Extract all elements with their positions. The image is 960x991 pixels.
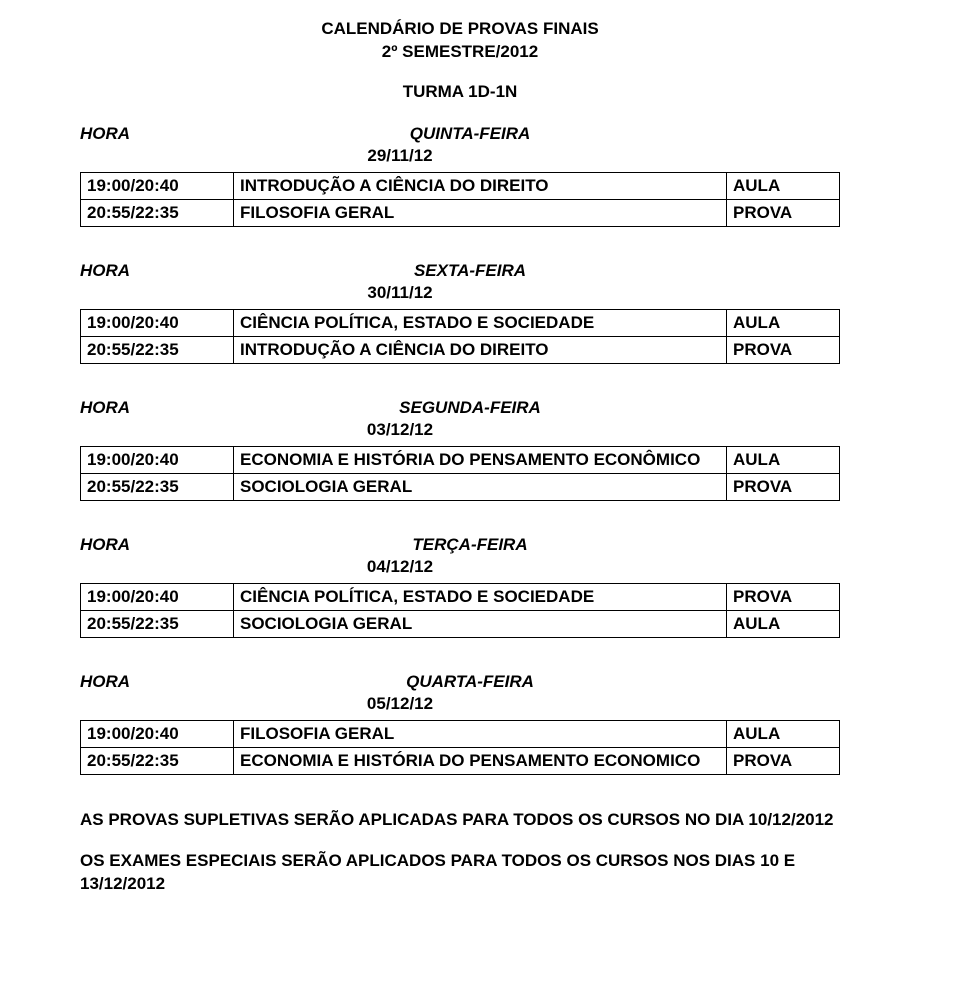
cell-time: 19:00/20:40: [81, 446, 234, 473]
cell-kind: PROVA: [727, 473, 840, 500]
schedule-table: 19:00/20:40CIÊNCIA POLÍTICA, ESTADO E SO…: [80, 583, 840, 638]
cell-time: 19:00/20:40: [81, 720, 234, 747]
table-row: 19:00/20:40FILOSOFIA GERALAULA: [81, 720, 840, 747]
table-row: 19:00/20:40ECONOMIA E HISTÓRIA DO PENSAM…: [81, 446, 840, 473]
day-label: SEGUNDA-FEIRA: [220, 398, 840, 418]
hora-label: HORA: [80, 261, 220, 281]
table-row: 20:55/22:35SOCIOLOGIA GERALAULA: [81, 610, 840, 637]
hora-label: HORA: [80, 672, 220, 692]
cell-kind: PROVA: [727, 336, 840, 363]
schedule-table: 19:00/20:40FILOSOFIA GERALAULA20:55/22:3…: [80, 720, 840, 775]
cell-time: 20:55/22:35: [81, 473, 234, 500]
schedule-block: HORASEGUNDA-FEIRA03/12/12 19:00/20:40ECON…: [80, 398, 840, 501]
table-row: 19:00/20:40CIÊNCIA POLÍTICA, ESTADO E SO…: [81, 309, 840, 336]
cell-kind: AULA: [727, 309, 840, 336]
schedule-block: HORASEXTA-FEIRA30/11/12 19:00/20:40CIÊNCI…: [80, 261, 840, 364]
day-label: QUARTA-FEIRA: [220, 672, 840, 692]
day-label: SEXTA-FEIRA: [220, 261, 840, 281]
cell-time: 19:00/20:40: [81, 172, 234, 199]
day-date: 30/11/12: [80, 283, 840, 303]
cell-subject: INTRODUÇÃO A CIÊNCIA DO DIREITO: [234, 336, 727, 363]
day-header: HORAQUINTA-FEIRA: [80, 124, 840, 144]
schedule-block: HORAQUARTA-FEIRA05/12/12 19:00/20:40FILOS…: [80, 672, 840, 775]
cell-time: 20:55/22:35: [81, 747, 234, 774]
table-row: 20:55/22:35INTRODUÇÃO A CIÊNCIA DO DIREI…: [81, 336, 840, 363]
table-row: 19:00/20:40CIÊNCIA POLÍTICA, ESTADO E SO…: [81, 583, 840, 610]
table-row: 20:55/22:35SOCIOLOGIA GERALPROVA: [81, 473, 840, 500]
hora-label: HORA: [80, 535, 220, 555]
cell-time: 20:55/22:35: [81, 199, 234, 226]
day-label: QUINTA-FEIRA: [220, 124, 840, 144]
footer: AS PROVAS SUPLETIVAS SERÃO APLICADAS PAR…: [80, 809, 840, 896]
cell-kind: AULA: [727, 720, 840, 747]
cell-subject: ECONOMIA E HISTÓRIA DO PENSAMENTO ECONÔM…: [234, 446, 727, 473]
table-row: 20:55/22:35ECONOMIA E HISTÓRIA DO PENSAM…: [81, 747, 840, 774]
cell-time: 20:55/22:35: [81, 336, 234, 363]
cell-time: 20:55/22:35: [81, 610, 234, 637]
schedule-blocks: HORAQUINTA-FEIRA29/11/1219:00/20:40INTRO…: [80, 124, 840, 775]
cell-subject: CIÊNCIA POLÍTICA, ESTADO E SOCIEDADE: [234, 309, 727, 336]
schedule-table: 19:00/20:40CIÊNCIA POLÍTICA, ESTADO E SO…: [80, 309, 840, 364]
cell-subject: SOCIOLOGIA GERAL: [234, 610, 727, 637]
cell-subject: INTRODUÇÃO A CIÊNCIA DO DIREITO: [234, 172, 727, 199]
cell-subject: CIÊNCIA POLÍTICA, ESTADO E SOCIEDADE: [234, 583, 727, 610]
day-date: 29/11/12: [80, 146, 840, 166]
cell-kind: AULA: [727, 172, 840, 199]
cell-kind: PROVA: [727, 199, 840, 226]
table-row: 19:00/20:40INTRODUÇÃO A CIÊNCIA DO DIREI…: [81, 172, 840, 199]
cell-kind: AULA: [727, 610, 840, 637]
schedule-block: HORATERÇA-FEIRA04/12/12 19:00/20:40CIÊNCI…: [80, 535, 840, 638]
schedule-table: 19:00/20:40INTRODUÇÃO A CIÊNCIA DO DIREI…: [80, 172, 840, 227]
title-line1: CALENDÁRIO DE PROVAS FINAIS: [80, 18, 840, 41]
schedule-table: 19:00/20:40ECONOMIA E HISTÓRIA DO PENSAM…: [80, 446, 840, 501]
day-header: HORATERÇA-FEIRA: [80, 535, 840, 555]
document-header: CALENDÁRIO DE PROVAS FINAIS 2º SEMESTRE/…: [80, 18, 840, 64]
title-line2: 2º SEMESTRE/2012: [80, 41, 840, 64]
footer-line2: OS EXAMES ESPECIAIS SERÃO APLICADOS PARA…: [80, 850, 840, 896]
day-date: 04/12/12: [80, 557, 840, 577]
day-label: TERÇA-FEIRA: [220, 535, 840, 555]
cell-time: 19:00/20:40: [81, 583, 234, 610]
cell-kind: PROVA: [727, 583, 840, 610]
cell-time: 19:00/20:40: [81, 309, 234, 336]
hora-label: HORA: [80, 124, 220, 144]
day-date: 05/12/12: [80, 694, 840, 714]
cell-subject: SOCIOLOGIA GERAL: [234, 473, 727, 500]
cell-subject: FILOSOFIA GERAL: [234, 720, 727, 747]
day-header: HORAQUARTA-FEIRA: [80, 672, 840, 692]
cell-kind: PROVA: [727, 747, 840, 774]
page: CALENDÁRIO DE PROVAS FINAIS 2º SEMESTRE/…: [0, 0, 960, 991]
turma-label: TURMA 1D-1N: [80, 82, 840, 102]
footer-line1: AS PROVAS SUPLETIVAS SERÃO APLICADAS PAR…: [80, 809, 840, 832]
cell-kind: AULA: [727, 446, 840, 473]
day-header: HORASEGUNDA-FEIRA: [80, 398, 840, 418]
table-row: 20:55/22:35FILOSOFIA GERALPROVA: [81, 199, 840, 226]
day-header: HORASEXTA-FEIRA: [80, 261, 840, 281]
hora-label: HORA: [80, 398, 220, 418]
cell-subject: FILOSOFIA GERAL: [234, 199, 727, 226]
schedule-block: HORAQUINTA-FEIRA29/11/12 19:00/20:40INTRO…: [80, 124, 840, 227]
cell-subject: ECONOMIA E HISTÓRIA DO PENSAMENTO ECONOM…: [234, 747, 727, 774]
day-date: 03/12/12: [80, 420, 840, 440]
